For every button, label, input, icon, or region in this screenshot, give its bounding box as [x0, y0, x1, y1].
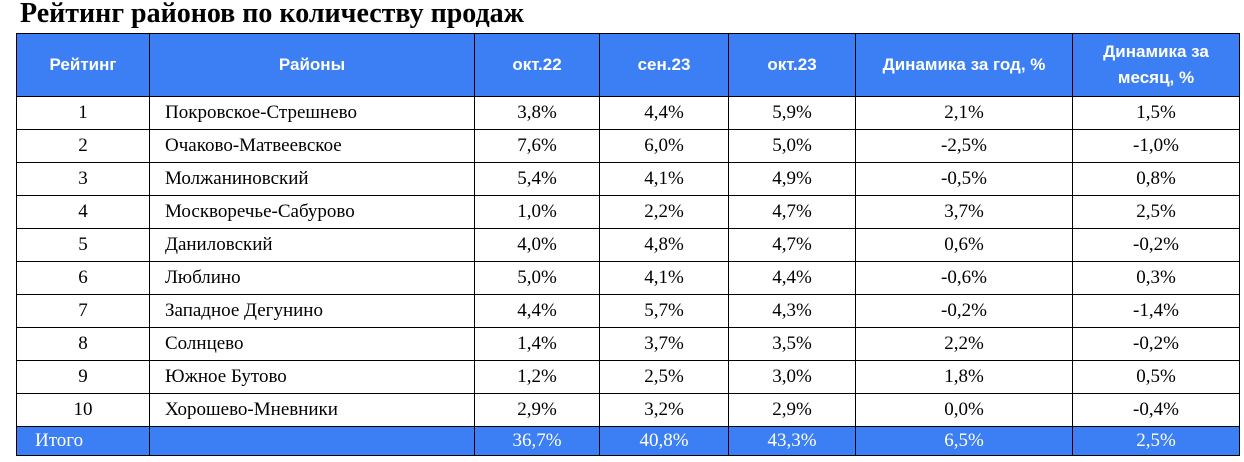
rank-cell: 4 [16, 195, 150, 229]
table-row: 1 Покровское-Стрешнево 3,8% 4,4% 5,9% 2,1% 1,5… [16, 96, 1240, 130]
district-cell: Люблино [149, 261, 475, 295]
monthly-change-cell: -1,0% [1072, 129, 1240, 163]
district-cell: Очаково-Матвеевское [149, 129, 475, 163]
total-label: Итого [16, 426, 150, 456]
monthly-change-cell: -0,2% [1072, 228, 1240, 262]
oct23-cell: 4,7% [728, 228, 856, 262]
total-yearly-change: 6,5% [855, 426, 1073, 456]
sep23-cell: 4,1% [599, 261, 729, 295]
oct23-cell: 2,9% [728, 393, 856, 427]
total-sep23: 40,8% [599, 426, 729, 456]
oct23-cell: 4,7% [728, 195, 856, 229]
district-cell: Южное Бутово [149, 360, 475, 394]
rank-cell: 6 [16, 261, 150, 295]
header-rating: Рейтинг [16, 33, 150, 97]
rank-cell: 2 [16, 129, 150, 163]
district-rating-table: Рейтинг Районы окт.22 сен.23 окт.23 Дина… [16, 33, 1240, 456]
monthly-change-cell: 0,8% [1072, 162, 1240, 196]
header-yearly-change: Динамика за год, % [855, 33, 1073, 97]
monthly-change-cell: -1,4% [1072, 294, 1240, 328]
oct23-cell: 3,5% [728, 327, 856, 361]
oct22-cell: 4,4% [474, 294, 600, 328]
rank-cell: 1 [16, 96, 150, 130]
district-cell: Даниловский [149, 228, 475, 262]
total-district [149, 426, 475, 456]
header-oct22: окт.22 [474, 33, 600, 97]
total-oct23: 43,3% [728, 426, 856, 456]
sep23-cell: 4,8% [599, 228, 729, 262]
district-cell: Молжаниновский [149, 162, 475, 196]
sep23-cell: 4,4% [599, 96, 729, 130]
yearly-change-cell: -0,2% [855, 294, 1073, 328]
total-monthly-change: 2,5% [1072, 426, 1240, 456]
sep23-cell: 3,2% [599, 393, 729, 427]
rank-cell: 3 [16, 162, 150, 196]
sep23-cell: 6,0% [599, 129, 729, 163]
header-row: Рейтинг Районы окт.22 сен.23 окт.23 Дина… [16, 33, 1240, 97]
rank-cell: 5 [16, 228, 150, 262]
rank-cell: 7 [16, 294, 150, 328]
oct22-cell: 1,4% [474, 327, 600, 361]
yearly-change-cell: 0,6% [855, 228, 1073, 262]
monthly-change-cell: 2,5% [1072, 195, 1240, 229]
yearly-change-cell: 2,1% [855, 96, 1073, 130]
yearly-change-cell: -0,5% [855, 162, 1073, 196]
table-row: 4 Москворечье-Сабурово 1,0% 2,2% 4,7% 3,7% 2,5… [16, 195, 1240, 229]
yearly-change-cell: 1,8% [855, 360, 1073, 394]
header-sep23: сен.23 [599, 33, 729, 97]
oct22-cell: 5,0% [474, 261, 600, 295]
yearly-change-cell: 0,0% [855, 393, 1073, 427]
monthly-change-cell: -0,4% [1072, 393, 1240, 427]
table-row: 9 Южное Бутово 1,2% 2,5% 3,0% 1,8% 0,5% [16, 360, 1240, 394]
yearly-change-cell: 2,2% [855, 327, 1073, 361]
sep23-cell: 2,2% [599, 195, 729, 229]
district-cell: Покровское-Стрешнево [149, 96, 475, 130]
rank-cell: 10 [16, 393, 150, 427]
yearly-change-cell: -2,5% [855, 129, 1073, 163]
yearly-change-cell: 3,7% [855, 195, 1073, 229]
sep23-cell: 2,5% [599, 360, 729, 394]
table-row: 8 Солнцево 1,4% 3,7% 3,5% 2,2% -0,2% [16, 327, 1240, 361]
header-oct23: окт.23 [728, 33, 856, 97]
page-title: Рейтинг районов по количеству продаж [20, 0, 524, 29]
district-cell: Западное Дегунино [149, 294, 475, 328]
oct22-cell: 7,6% [474, 129, 600, 163]
sep23-cell: 4,1% [599, 162, 729, 196]
rank-cell: 9 [16, 360, 150, 394]
rank-cell: 8 [16, 327, 150, 361]
oct23-cell: 4,3% [728, 294, 856, 328]
oct22-cell: 3,8% [474, 96, 600, 130]
table-row: 10 Хорошево-Мневники 2,9% 3,2% 2,9% 0,0% -0,4% [16, 393, 1240, 427]
total-row: Итого 36,7% 40,8% 43,3% 6,5% 2,5% [16, 426, 1240, 456]
header-district: Районы [149, 33, 475, 97]
district-cell: Солнцево [149, 327, 475, 361]
oct22-cell: 1,0% [474, 195, 600, 229]
oct23-cell: 4,4% [728, 261, 856, 295]
table-row: 3 Молжаниновский 5,4% 4,1% 4,9% -0,5% 0,8% [16, 162, 1240, 196]
oct22-cell: 4,0% [474, 228, 600, 262]
monthly-change-cell: -0,2% [1072, 327, 1240, 361]
sep23-cell: 5,7% [599, 294, 729, 328]
total-oct22: 36,7% [474, 426, 600, 456]
table-row: 7 Западное Дегунино 4,4% 5,7% 4,3% -0,2% -1,4% [16, 294, 1240, 328]
oct22-cell: 2,9% [474, 393, 600, 427]
oct22-cell: 1,2% [474, 360, 600, 394]
oct23-cell: 4,9% [728, 162, 856, 196]
oct23-cell: 5,0% [728, 129, 856, 163]
oct23-cell: 5,9% [728, 96, 856, 130]
monthly-change-cell: 0,3% [1072, 261, 1240, 295]
oct23-cell: 3,0% [728, 360, 856, 394]
sep23-cell: 3,7% [599, 327, 729, 361]
district-cell: Хорошево-Мневники [149, 393, 475, 427]
monthly-change-cell: 1,5% [1072, 96, 1240, 130]
table-row: 2 Очаково-Матвеевское 7,6% 6,0% 5,0% -2,5% -1,… [16, 129, 1240, 163]
table-row: 5 Даниловский 4,0% 4,8% 4,7% 0,6% -0,2% [16, 228, 1240, 262]
district-cell: Москворечье-Сабурово [149, 195, 475, 229]
monthly-change-cell: 0,5% [1072, 360, 1240, 394]
header-monthly-change: Динамика за месяц, % [1072, 33, 1240, 97]
yearly-change-cell: -0,6% [855, 261, 1073, 295]
oct22-cell: 5,4% [474, 162, 600, 196]
table-row: 6 Люблино 5,0% 4,1% 4,4% -0,6% 0,3% [16, 261, 1240, 295]
